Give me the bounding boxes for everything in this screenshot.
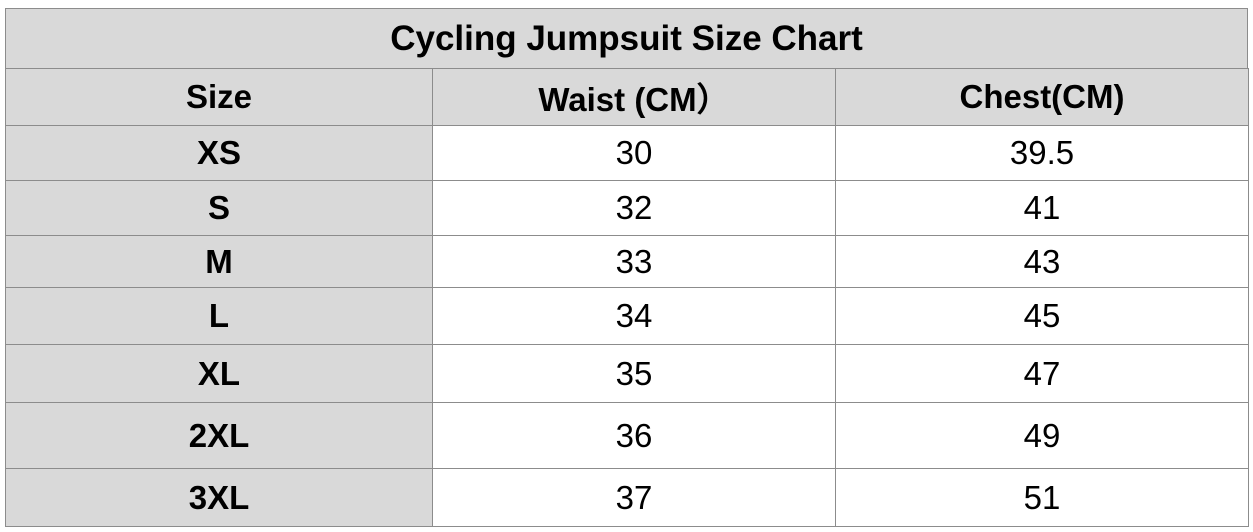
size-label: XS: [5, 125, 433, 181]
measurement-cell: 39.5: [835, 125, 1249, 181]
measurement-cell: 34: [432, 287, 836, 345]
measurement-cell: 47: [835, 344, 1249, 403]
size-label: 3XL: [5, 468, 433, 527]
measurement-cell: 43: [835, 235, 1249, 288]
measurement-cell: 32: [432, 180, 836, 236]
measurement-cell: 36: [432, 402, 836, 469]
size-label: S: [5, 180, 433, 236]
size-label: 2XL: [5, 402, 433, 469]
measurement-cell: 37: [432, 468, 836, 527]
column-header: Chest(CM): [835, 68, 1249, 126]
measurement-cell: 49: [835, 402, 1249, 469]
measurement-cell: 45: [835, 287, 1249, 345]
measurement-cell: 30: [432, 125, 836, 181]
column-header: Size: [5, 68, 433, 126]
size-label: XL: [5, 344, 433, 403]
measurement-cell: 41: [835, 180, 1249, 236]
size-label: M: [5, 235, 433, 288]
measurement-cell: 35: [432, 344, 836, 403]
column-header: Waist (CM）: [432, 68, 836, 126]
table-title: Cycling Jumpsuit Size Chart: [5, 8, 1248, 69]
measurement-cell: 51: [835, 468, 1249, 527]
size-label: L: [5, 287, 433, 345]
measurement-cell: 33: [432, 235, 836, 288]
